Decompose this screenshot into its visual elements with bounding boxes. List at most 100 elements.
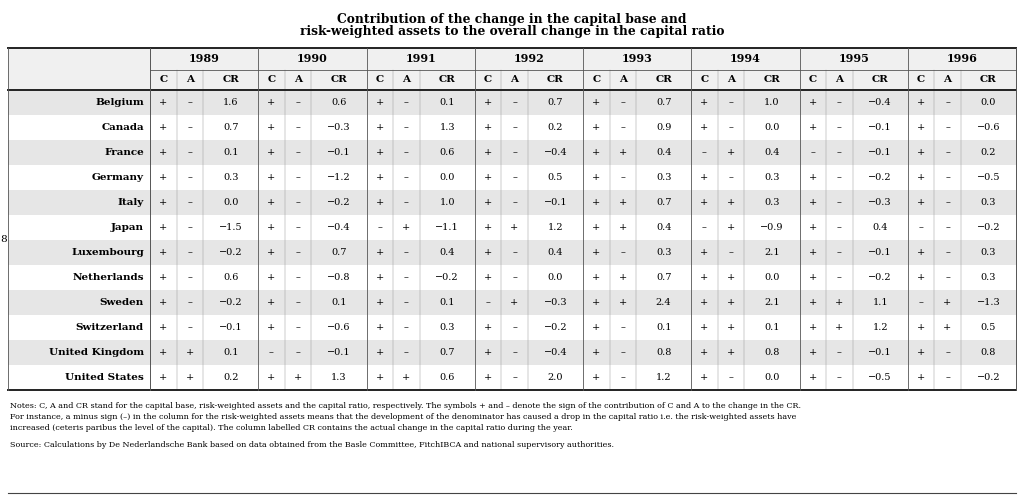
Text: +: + (916, 273, 925, 282)
Text: −0.1: −0.1 (868, 148, 892, 157)
Text: –: – (702, 148, 707, 157)
Text: Italy: Italy (118, 198, 144, 207)
Text: 1.2: 1.2 (872, 323, 888, 332)
Text: +: + (592, 98, 600, 107)
Text: –: – (296, 348, 300, 357)
Text: −0.8: −0.8 (327, 273, 350, 282)
Text: 8: 8 (1, 236, 7, 245)
Text: –: – (945, 348, 950, 357)
Text: +: + (809, 223, 817, 232)
Text: +: + (267, 248, 275, 257)
Text: –: – (403, 173, 409, 182)
Text: −0.1: −0.1 (327, 348, 350, 357)
Text: +: + (376, 373, 384, 382)
Text: +: + (376, 98, 384, 107)
Text: –: – (729, 173, 733, 182)
Text: 0.3: 0.3 (981, 273, 996, 282)
Text: +: + (484, 123, 493, 132)
Text: 1.3: 1.3 (331, 373, 347, 382)
Text: –: – (296, 173, 300, 182)
Text: CR: CR (980, 76, 996, 85)
Bar (8, 265, 1016, 290)
Text: –: – (187, 298, 193, 307)
Text: −0.1: −0.1 (868, 123, 892, 132)
Text: 0.1: 0.1 (439, 98, 455, 107)
Text: +: + (809, 373, 817, 382)
Text: –: – (296, 248, 300, 257)
Text: 1.1: 1.1 (872, 298, 888, 307)
Text: +: + (267, 323, 275, 332)
Text: –: – (296, 198, 300, 207)
Text: –: – (621, 348, 626, 357)
Text: −0.1: −0.1 (868, 348, 892, 357)
Text: −1.3: −1.3 (977, 298, 1000, 307)
Text: 0.2: 0.2 (981, 148, 996, 157)
Text: CR: CR (655, 76, 672, 85)
Text: +: + (185, 373, 194, 382)
Text: 0.4: 0.4 (656, 148, 672, 157)
Text: −0.2: −0.2 (219, 298, 243, 307)
Text: +: + (484, 273, 493, 282)
Text: CR: CR (764, 76, 780, 85)
Text: –: – (837, 198, 842, 207)
Text: –: – (512, 98, 517, 107)
Text: 0.2: 0.2 (548, 123, 563, 132)
Text: +: + (809, 173, 817, 182)
Text: +: + (700, 123, 709, 132)
Text: –: – (296, 98, 300, 107)
Text: +: + (700, 98, 709, 107)
Text: A: A (185, 76, 194, 85)
Text: –: – (945, 248, 950, 257)
Text: +: + (267, 123, 275, 132)
Text: 1.6: 1.6 (223, 98, 239, 107)
Text: +: + (267, 373, 275, 382)
Text: 2.0: 2.0 (548, 373, 563, 382)
Text: 0.8: 0.8 (764, 348, 779, 357)
Text: +: + (376, 248, 384, 257)
Text: –: – (837, 98, 842, 107)
Text: −0.3: −0.3 (544, 298, 567, 307)
Text: −0.4: −0.4 (544, 148, 567, 157)
Text: –: – (187, 148, 193, 157)
Text: 0.8: 0.8 (656, 348, 672, 357)
Text: 0.3: 0.3 (981, 198, 996, 207)
Text: +: + (809, 248, 817, 257)
Bar (8, 365, 1016, 390)
Text: +: + (700, 298, 709, 307)
Text: 0.7: 0.7 (656, 98, 672, 107)
Text: +: + (510, 298, 519, 307)
Text: 0.4: 0.4 (872, 223, 888, 232)
Text: +: + (809, 348, 817, 357)
Text: −0.2: −0.2 (868, 273, 892, 282)
Text: –: – (945, 198, 950, 207)
Text: +: + (700, 198, 709, 207)
Bar (8, 340, 1016, 365)
Text: –: – (837, 148, 842, 157)
Bar (8, 315, 1016, 340)
Text: –: – (837, 123, 842, 132)
Text: C: C (484, 76, 493, 85)
Text: CR: CR (547, 76, 564, 85)
Text: –: – (945, 148, 950, 157)
Text: –: – (837, 248, 842, 257)
Text: +: + (836, 298, 844, 307)
Text: 0.1: 0.1 (223, 148, 239, 157)
Text: 0.1: 0.1 (656, 323, 672, 332)
Text: +: + (159, 198, 167, 207)
Text: –: – (296, 273, 300, 282)
Text: –: – (919, 223, 924, 232)
Text: –: – (187, 123, 193, 132)
Bar (8, 165, 1016, 190)
Text: −0.2: −0.2 (544, 323, 567, 332)
Text: −1.5: −1.5 (219, 223, 243, 232)
Text: –: – (296, 148, 300, 157)
Bar (8, 140, 1016, 165)
Text: 0.3: 0.3 (764, 198, 779, 207)
Text: 0.1: 0.1 (439, 298, 455, 307)
Text: +: + (916, 348, 925, 357)
Text: +: + (700, 173, 709, 182)
Text: –: – (403, 98, 409, 107)
Text: +: + (727, 223, 735, 232)
Text: –: – (187, 323, 193, 332)
Text: 0.7: 0.7 (548, 98, 563, 107)
